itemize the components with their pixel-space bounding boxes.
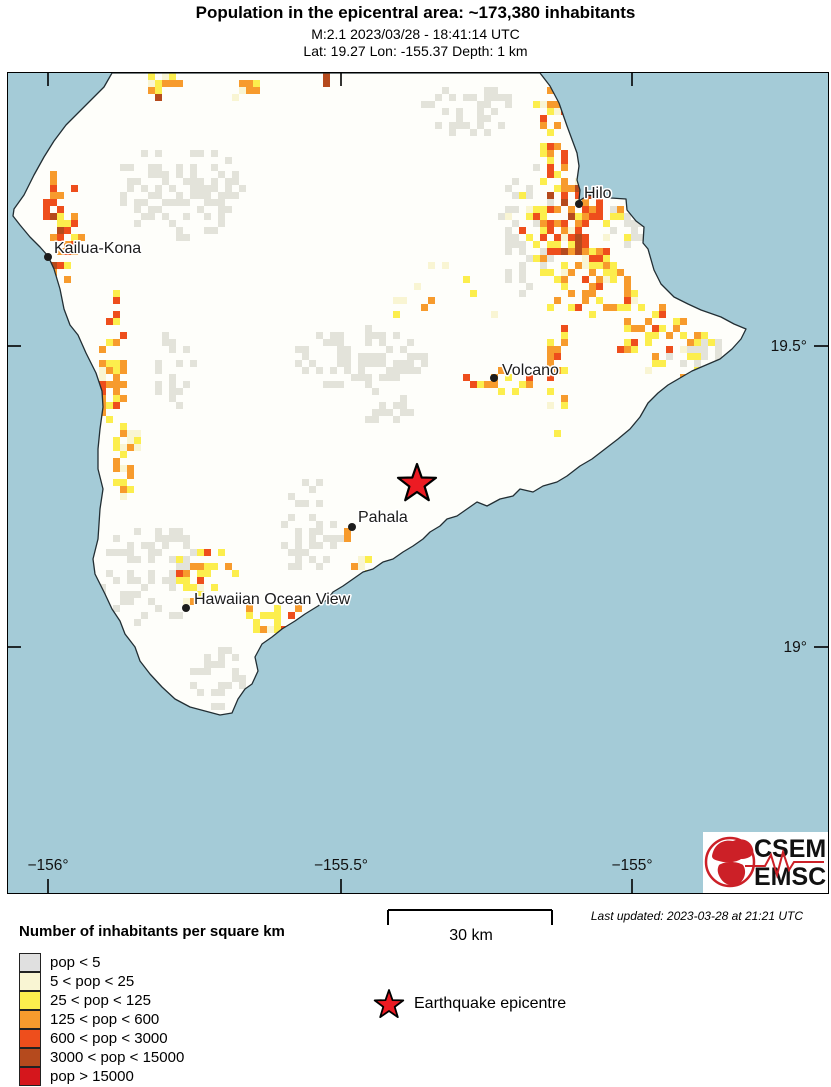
city-dot (44, 253, 52, 261)
city-dot (348, 523, 356, 531)
legend-item: 3000 < pop < 15000 (19, 1048, 285, 1067)
legend-swatch (19, 972, 41, 991)
legend-swatch (19, 1010, 41, 1029)
longitude-label: −155.5° (314, 857, 368, 874)
event-magnitude-datetime: M:2.1 2023/03/28 - 18:41:14 UTC (311, 26, 520, 42)
legend-item-label: 25 < pop < 125 (50, 992, 151, 1009)
city-marker: Hawaiian Ocean View (182, 590, 352, 612)
legend-item-label: pop < 5 (50, 954, 101, 971)
graticule-ticks (8, 73, 828, 893)
event-coordinates-depth: Lat: 19.27 Lon: -155.37 Depth: 1 km (303, 43, 528, 59)
map-canvas: −156° −155.5° −155° 19.5° 19° Kailua-Kona Hilo… (8, 73, 828, 893)
legend-item: 5 < pop < 25 (19, 972, 285, 991)
population-legend: Number of inhabitants per square km pop … (19, 923, 285, 1086)
epicentre-star-glyph (373, 989, 405, 1019)
legend-swatch (19, 1048, 41, 1067)
city-marker: Kailua-Kona (44, 239, 143, 261)
epicentre-legend-label: Earthquake epicentre (414, 995, 567, 1012)
epicentre-legend: Earthquake epicentre (371, 986, 566, 1022)
scale-bar-label: 30 km (449, 927, 493, 944)
last-updated-text: Last updated: 2023-03-28 at 21:21 UTC (590, 909, 803, 923)
longitude-label: −156° (27, 857, 68, 874)
population-density-map: −156° −155.5° −155° 19.5° 19° Kailua-Kona Hilo… (7, 72, 829, 894)
city-label: Pahala (358, 509, 408, 526)
city-dot (575, 200, 583, 208)
legend-item-label: 125 < pop < 600 (50, 1011, 160, 1028)
city-dot (182, 604, 190, 612)
legend-swatch (19, 1067, 41, 1086)
legend-item: pop > 15000 (19, 1067, 285, 1086)
legend-swatch (19, 953, 41, 972)
legend-swatch (19, 991, 41, 1010)
scale-bar (387, 909, 553, 925)
legend-rows: pop < 5 5 < pop < 25 25 < pop < 125 125 < p… (19, 953, 285, 1086)
population-cells (43, 73, 743, 710)
page-title: Population in the epicentral area: ~173,… (195, 3, 636, 22)
coastline (12, 73, 747, 716)
latitude-label: 19.5° (771, 338, 807, 355)
latitude-label: 19° (784, 639, 807, 656)
epicentre-star-icon (373, 989, 405, 1019)
legend-item: pop < 5 (19, 953, 285, 972)
epicentre-star (396, 462, 438, 502)
legend-item: 125 < pop < 600 (19, 1010, 285, 1029)
city-label: Hilo (584, 185, 612, 202)
city-label: Volcano (502, 362, 559, 379)
legend-title: Number of inhabitants per square km (19, 923, 285, 940)
city-marker: Hilo (575, 184, 613, 208)
logo-seismogram (745, 848, 824, 879)
legend-item-label: pop > 15000 (50, 1068, 134, 1085)
legend-item: 600 < pop < 3000 (19, 1029, 285, 1048)
longitude-label: −155° (611, 857, 652, 874)
city-marker: Pahala (348, 508, 409, 531)
legend-item-label: 5 < pop < 25 (50, 973, 135, 990)
city-label: Hawaiian Ocean View (194, 591, 351, 608)
legend-item: 25 < pop < 125 (19, 991, 285, 1010)
logo-text-csem: CSEM (754, 835, 826, 863)
legend-swatch (19, 1029, 41, 1048)
city-label: Kailua-Kona (54, 240, 141, 257)
legend-item-label: 3000 < pop < 15000 (50, 1049, 185, 1066)
legend-item-label: 600 < pop < 3000 (50, 1030, 168, 1047)
city-dot (490, 374, 498, 382)
city-marker: Volcano (490, 361, 561, 382)
